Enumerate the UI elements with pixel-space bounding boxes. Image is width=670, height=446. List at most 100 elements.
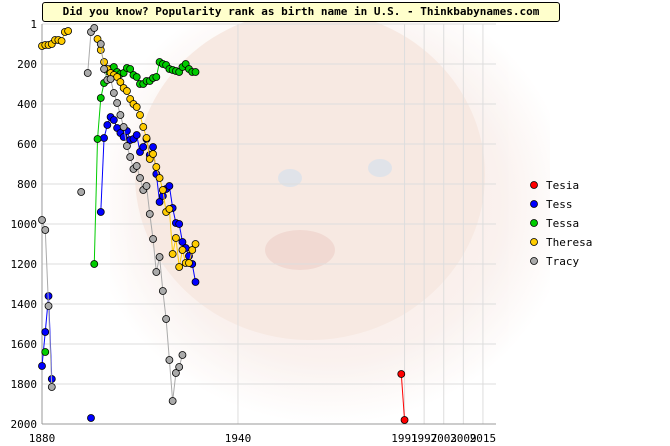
data-point-tracy xyxy=(162,315,171,323)
x-tick-label: 2015 xyxy=(470,432,497,445)
data-point-tessa xyxy=(191,68,200,76)
data-point-tracy xyxy=(83,69,92,77)
data-point-tracy xyxy=(96,40,105,48)
data-point-tracy xyxy=(165,356,174,364)
series-line-segment-tracy xyxy=(44,229,50,307)
data-point-theresa xyxy=(116,78,125,86)
data-point-tess xyxy=(100,134,108,142)
data-point-theresa xyxy=(158,186,167,194)
data-point-tracy xyxy=(77,188,86,196)
legend-label-tessa: Tessa xyxy=(546,217,579,230)
series-line-segment-tesia xyxy=(400,373,406,421)
data-point-tracy xyxy=(136,174,144,182)
legend-marker-tesia xyxy=(530,181,538,189)
data-point-tracy xyxy=(116,111,125,119)
y-tick-label: 600 xyxy=(17,138,37,151)
data-point-tracy xyxy=(106,75,115,83)
data-point-theresa xyxy=(152,163,161,171)
series-line-segment-tracy xyxy=(152,238,157,273)
data-point-tracy xyxy=(149,235,157,243)
series-line-segment-tracy xyxy=(87,31,92,74)
data-point-theresa xyxy=(191,240,200,248)
data-point-theresa xyxy=(139,123,148,131)
series-line-segment-tracy xyxy=(100,43,105,70)
chart-title: Did you know? Popularity rank as birth n… xyxy=(62,5,540,18)
data-point-tess xyxy=(87,414,95,422)
data-point-theresa xyxy=(168,250,177,258)
data-point-tess xyxy=(149,143,157,151)
data-point-tess xyxy=(175,220,184,228)
data-point-tracy xyxy=(47,383,56,391)
data-point-tracy xyxy=(41,226,50,234)
series-line-segment-tracy xyxy=(172,372,177,402)
data-point-tess xyxy=(109,116,118,124)
series-line-segment-tessa xyxy=(97,97,102,140)
data-point-tracy xyxy=(178,351,187,359)
data-point-theresa xyxy=(175,263,184,271)
data-point-tracy xyxy=(38,216,46,224)
data-point-tracy xyxy=(44,302,53,310)
data-point-tess xyxy=(96,208,105,216)
data-point-tracy xyxy=(100,65,108,73)
data-point-tess xyxy=(41,328,50,336)
series-line-segment-tracy xyxy=(149,213,154,240)
data-point-tessa xyxy=(126,65,135,73)
legend-marker-tessa xyxy=(530,219,538,227)
y-tick-label: 1400 xyxy=(11,298,38,311)
data-point-theresa xyxy=(185,259,193,267)
series-line-segment-tessa xyxy=(93,138,99,265)
series-line-segment-theresa xyxy=(168,208,174,255)
data-point-tracy xyxy=(142,182,151,190)
data-point-theresa xyxy=(100,58,108,66)
data-point-tracy xyxy=(158,287,167,295)
data-point-theresa xyxy=(123,87,131,95)
series-line-segment-tess xyxy=(100,137,105,213)
y-tick-label: 1200 xyxy=(11,258,38,271)
data-point-tessa xyxy=(41,348,50,356)
data-point-theresa xyxy=(178,246,187,254)
series-line-segment-tracy xyxy=(162,290,167,320)
data-point-theresa xyxy=(64,27,73,35)
data-point-theresa xyxy=(142,134,151,142)
chart-title-box: Did you know? Popularity rank as birth n… xyxy=(42,2,560,22)
data-point-theresa xyxy=(155,174,164,182)
x-tick-label: 1997 xyxy=(411,432,438,445)
data-point-tess xyxy=(38,362,46,370)
series-line-segment-tracy xyxy=(165,318,170,361)
data-point-tess xyxy=(178,238,187,246)
data-point-tessa xyxy=(96,94,105,102)
data-point-tracy xyxy=(132,162,141,170)
series-line-segment-tracy xyxy=(48,305,53,388)
series-line-segment-theresa xyxy=(175,237,180,268)
x-tick-label: 2003 xyxy=(430,432,457,445)
x-tick-label: 2009 xyxy=(450,432,477,445)
series-line-segment-tracy xyxy=(168,359,174,402)
data-point-tess xyxy=(103,121,112,129)
data-point-tracy xyxy=(109,89,118,97)
data-point-theresa xyxy=(57,37,66,45)
data-point-tracy xyxy=(168,397,177,405)
data-point-tracy xyxy=(155,253,164,261)
legend-marker-tess xyxy=(530,200,538,208)
legend-label-tracy: Tracy xyxy=(546,255,579,268)
data-point-theresa xyxy=(136,111,144,119)
data-point-tesia xyxy=(397,370,406,378)
legend-marker-theresa xyxy=(530,238,538,246)
data-point-tracy xyxy=(126,153,135,161)
legend-marker-tracy xyxy=(530,257,538,265)
data-point-tess xyxy=(132,131,141,139)
data-point-tracy xyxy=(113,99,122,107)
data-point-tessa xyxy=(132,73,141,81)
x-tick-label: 1991 xyxy=(391,432,418,445)
data-point-tessa xyxy=(93,135,102,143)
data-point-tess xyxy=(165,182,174,190)
series-line-segment-tracy xyxy=(159,256,164,292)
y-tick-label: 1600 xyxy=(11,338,38,351)
data-point-tess xyxy=(139,143,148,151)
data-point-tracy xyxy=(123,142,131,150)
data-point-tracy xyxy=(172,369,180,377)
y-tick-label: 800 xyxy=(17,178,37,191)
data-point-theresa xyxy=(132,103,141,111)
y-tick-label: 200 xyxy=(17,58,37,71)
